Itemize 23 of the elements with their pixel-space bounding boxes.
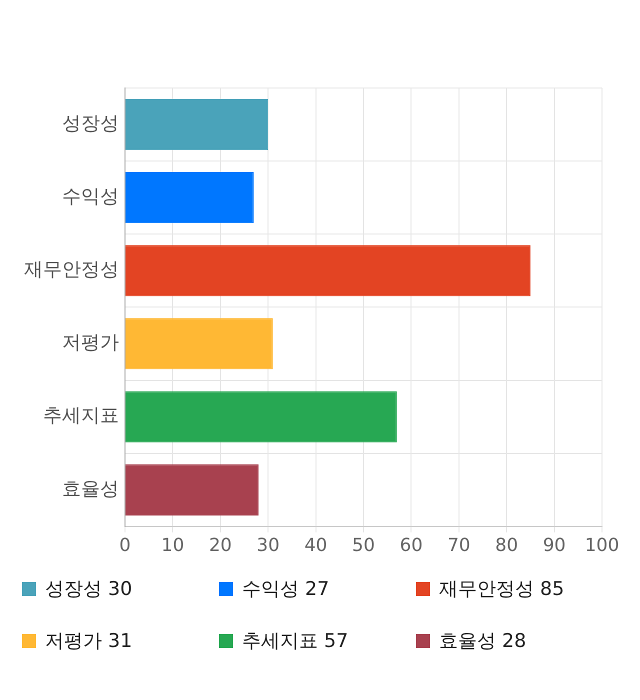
x-tick-label: 100 — [584, 534, 620, 556]
x-tick-label: 20 — [208, 534, 232, 556]
category-label: 추세지표 57 — [242, 630, 348, 652]
y-tick-label: 재무안정성 — [24, 258, 119, 281]
x-tick-label: 0 — [119, 534, 131, 556]
category-label: 저평가 31 — [45, 630, 132, 652]
x-tick-label: 70 — [447, 534, 470, 556]
x-tick-label: 80 — [495, 534, 518, 556]
x-tick-label: 40 — [304, 534, 328, 556]
x-tick-label: 30 — [256, 534, 280, 556]
x-tick-label: 90 — [542, 534, 566, 556]
y-tick-label: 추세지표 — [43, 404, 119, 427]
category-label: 수익성 27 — [242, 578, 330, 600]
y-tick-label: 효율성 — [62, 478, 119, 500]
category-label: 재무안정성 85 — [439, 578, 564, 600]
x-tick-label: 10 — [161, 534, 184, 556]
x-tick-label: 50 — [352, 534, 375, 556]
category-label: 효율성 28 — [439, 630, 526, 652]
x-tick-label: 60 — [400, 534, 423, 556]
y-tick-label: 저평가 — [62, 332, 119, 354]
category-label: 성장성 30 — [45, 578, 132, 600]
y-tick-label: 수익성 — [62, 186, 119, 208]
y-tick-label: 성장성 — [62, 112, 119, 134]
